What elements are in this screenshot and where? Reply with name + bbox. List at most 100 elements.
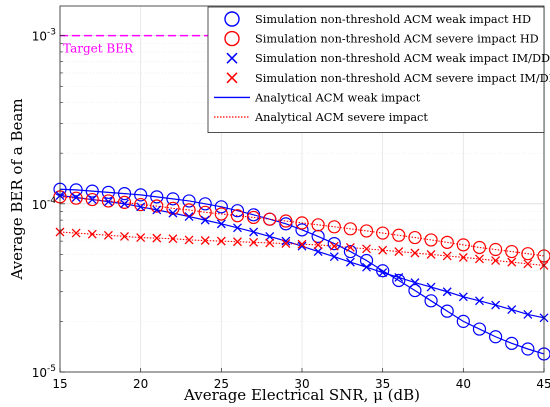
data-point (134, 197, 148, 212)
data-point (168, 208, 178, 218)
legend: Simulation non-threshold ACM weak impact… (207, 6, 550, 133)
data-point (362, 244, 371, 254)
data-point (136, 233, 146, 243)
legend-swatch (224, 11, 240, 27)
y-tick-label: 10-3 (32, 28, 56, 44)
data-point (152, 233, 162, 243)
data-point (440, 304, 454, 318)
data-point (410, 248, 420, 258)
data-point (200, 236, 210, 245)
data-point (182, 194, 196, 208)
data-point (249, 237, 259, 247)
data-point (313, 240, 323, 250)
data-point (230, 204, 245, 218)
legend-swatch (226, 72, 238, 84)
data-point (329, 252, 339, 262)
data-point (491, 300, 501, 310)
data-point (392, 273, 406, 288)
data-point (184, 212, 194, 222)
data-point (424, 233, 438, 247)
data-point (345, 257, 355, 267)
x-tick-label: 35 (375, 377, 390, 391)
data-point (136, 202, 146, 212)
data-point (376, 226, 390, 240)
data-point (329, 241, 339, 251)
data-point (475, 254, 484, 264)
x-axis-label: Average Electrical SNR, μ (dB) (183, 386, 420, 404)
axes: 15 20 25 30 35 40 45 10-5 10-4 10-3 (32, 28, 550, 391)
data-point (408, 283, 422, 298)
data-point (489, 330, 503, 344)
legend-label: Simulation non-threshold ACM weak impact… (255, 52, 550, 65)
legend-label: Analytical ACM weak impact (254, 91, 421, 104)
data-point (200, 215, 210, 225)
data-point (505, 244, 519, 259)
legend-swatch (226, 52, 238, 64)
markers (53, 182, 550, 361)
data-point (279, 214, 293, 228)
data-point (150, 199, 164, 213)
data-point (491, 256, 501, 265)
data-point (85, 184, 99, 198)
data-point (101, 185, 116, 199)
data-point (295, 223, 309, 237)
data-point (168, 234, 178, 244)
data-point (472, 240, 487, 255)
data-point (475, 296, 484, 306)
y-tick-label: 10-4 (32, 196, 57, 212)
data-point (281, 239, 291, 249)
data-point (426, 249, 436, 259)
data-point (214, 200, 228, 214)
legend-label: Simulation non-threshold ACM severe impa… (255, 72, 550, 85)
data-point (458, 292, 468, 302)
data-point (216, 236, 226, 246)
y-tick-label: 10-5 (32, 364, 56, 380)
data-point (216, 219, 226, 229)
data-point (233, 237, 242, 247)
data-point (117, 195, 132, 209)
x-tick-label: 40 (456, 377, 471, 391)
legend-label: Simulation non-threshold ACM severe impa… (255, 33, 539, 46)
data-point (311, 218, 325, 232)
data-point (521, 247, 535, 261)
data-point (297, 239, 307, 249)
data-point (392, 228, 406, 242)
target-ber-label: Target BER (63, 42, 134, 56)
data-point (408, 230, 422, 245)
data-point (117, 186, 132, 201)
data-point (233, 223, 242, 233)
data-point (343, 244, 357, 259)
data-point (442, 287, 452, 297)
data-point (69, 191, 83, 205)
data-point (265, 231, 275, 241)
data-point (247, 210, 261, 225)
data-point (359, 224, 374, 238)
data-point (442, 251, 452, 261)
data-point (150, 190, 164, 204)
data-point (424, 294, 438, 308)
data-point (166, 201, 180, 215)
data-point (198, 205, 212, 219)
data-point (120, 199, 129, 209)
data-point (523, 309, 533, 319)
data-point (456, 238, 470, 252)
x-tick-label: 15 (52, 377, 67, 391)
data-point (410, 278, 420, 288)
data-point (394, 272, 404, 282)
data-point (345, 243, 355, 252)
data-point (394, 247, 404, 257)
x-tick-label: 30 (294, 377, 309, 391)
data-point (472, 322, 487, 336)
data-point (103, 230, 113, 240)
legend-label: Simulation non-threshold ACM weak impact… (255, 13, 531, 26)
data-point (85, 192, 99, 207)
data-point (295, 216, 309, 230)
legend-box (207, 6, 545, 133)
analytical-curve (59, 188, 545, 355)
data-point (376, 264, 390, 278)
data-point (214, 207, 228, 221)
data-point (134, 188, 148, 202)
data-point (166, 192, 180, 206)
data-point (87, 195, 97, 205)
